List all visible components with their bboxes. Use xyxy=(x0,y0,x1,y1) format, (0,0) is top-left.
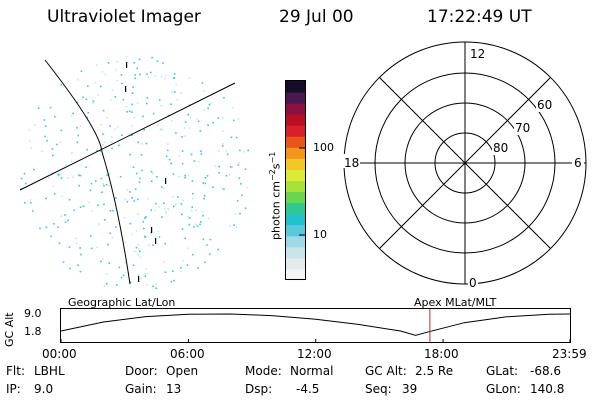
colorbar-cell xyxy=(286,103,306,115)
gcalt-value: 2.5 Re xyxy=(415,364,454,378)
lon-grid-line xyxy=(44,59,131,285)
timeline-plot xyxy=(60,308,571,343)
color-bar xyxy=(285,80,306,281)
altitude-curve xyxy=(60,313,571,336)
timeline-xtick-3: 18:00 xyxy=(424,347,459,361)
colorbar-cell xyxy=(286,180,306,193)
date-label: 29 Jul 00 xyxy=(279,7,354,27)
colorbar-cell xyxy=(286,125,306,137)
timeline-ytick-low: 1.8 xyxy=(24,325,42,338)
colorbar-cell xyxy=(286,191,306,204)
polar-label-bottom: 0 xyxy=(469,276,477,290)
glat-label: GLat: xyxy=(486,364,519,378)
colorbar-cell xyxy=(286,158,306,170)
lat-grid-line xyxy=(19,82,236,191)
polar-label-right: 6 xyxy=(574,156,582,170)
uv-image-panel xyxy=(19,55,249,290)
glon-label: GLon: xyxy=(486,382,521,396)
polar-lat-80: 80 xyxy=(493,141,508,155)
flt-label: Flt: xyxy=(6,364,25,378)
unit-text: photon cm xyxy=(269,181,283,240)
timeline-xtick-4: 23:59 xyxy=(552,347,587,361)
polar-lat-60: 60 xyxy=(537,98,552,112)
colorbar-cell xyxy=(286,268,306,281)
colorbar-cell xyxy=(286,169,306,181)
glon-value: 140.8 xyxy=(530,382,565,396)
colorbar-cell xyxy=(286,257,306,270)
timeline-xtick-0: 00:00 xyxy=(42,347,77,361)
gcalt-label: GC Alt: xyxy=(365,364,407,378)
seq-label: Seq: xyxy=(365,382,392,396)
colorbar-cell xyxy=(286,92,306,104)
timeline-xtick-1: 06:00 xyxy=(170,347,205,361)
colorbar-tick-100: 100 xyxy=(313,141,334,154)
door-value: Open xyxy=(166,364,199,378)
polar-label-left: 18 xyxy=(344,156,359,170)
colorbar-cell xyxy=(286,224,306,237)
colorbar-cell xyxy=(286,136,306,148)
polar-label-top: 12 xyxy=(470,47,485,61)
glat-value: -68.6 xyxy=(530,364,562,378)
timeline-frame xyxy=(60,308,571,343)
polar-lat-70: 70 xyxy=(515,121,530,135)
mode-value: Normal xyxy=(290,364,334,378)
ip-value: 9.0 xyxy=(34,382,54,396)
dsp-value: -4.5 xyxy=(296,382,320,396)
colorbar-cell xyxy=(286,246,306,259)
flt-value: LBHL xyxy=(34,364,65,378)
gain-label: Gain: xyxy=(125,382,157,396)
colorbar-cell xyxy=(286,213,306,226)
unit-exponent-2: −1 xyxy=(268,151,277,164)
colorbar-cell xyxy=(286,235,306,248)
time-label: 17:22:49 UT xyxy=(427,7,532,27)
polar-diagonal-2 xyxy=(379,77,551,249)
seq-value: 39 xyxy=(402,382,418,396)
gain-value: 13 xyxy=(166,382,182,396)
door-label: Door: xyxy=(125,364,158,378)
apex-caption: Apex MLat/MLT xyxy=(414,296,497,309)
dsp-label: Dsp: xyxy=(245,382,273,396)
ip-label: IP: xyxy=(6,382,21,396)
colorbar-tick-10: 10 xyxy=(313,228,327,241)
colorbar-unit-label: photon cm−2s−1 xyxy=(268,152,283,240)
timeline-ylabel: GC Alt xyxy=(3,312,16,347)
unit-text-s: s xyxy=(269,163,283,170)
timeline-ticks xyxy=(60,339,571,342)
timeline-xtick-2: 12:00 xyxy=(297,347,332,361)
unit-exponent-1: −2 xyxy=(268,169,277,182)
colorbar-cell xyxy=(286,81,306,93)
timeline-ytick-high: 9.0 xyxy=(24,307,42,320)
colorbar-cell xyxy=(286,114,306,126)
mode-label: Mode: xyxy=(245,364,282,378)
polar-plot: 12 0 18 6 60 70 80 xyxy=(342,41,587,290)
colorbar-cell xyxy=(286,202,306,215)
colorbar-cell xyxy=(286,147,306,159)
instrument-title: Ultraviolet Imager xyxy=(47,7,201,27)
geographic-caption: Geographic Lat/Lon xyxy=(68,296,176,309)
